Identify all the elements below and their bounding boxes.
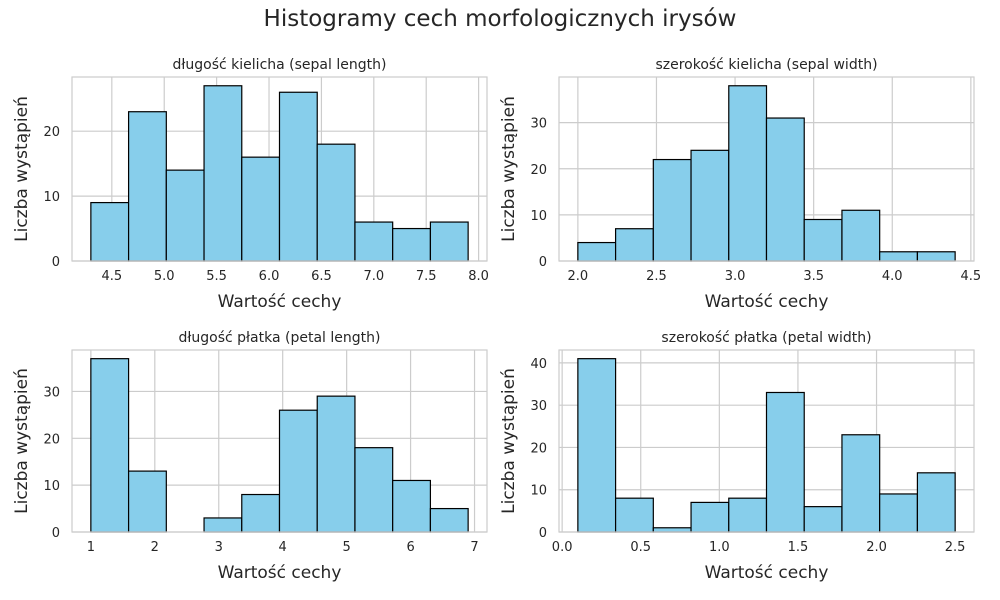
c3-histogram-bar-9	[916, 472, 956, 533]
c3-y-tick-label-2: 20	[530, 441, 547, 456]
c3-histogram-bar-3	[690, 501, 730, 533]
c1-y-tick-label-2: 20	[530, 163, 547, 178]
c3-x-tick-label-0: 0.0	[552, 540, 573, 555]
c1-x-tick-label-3: 3.5	[803, 269, 824, 284]
c3-plot-frame	[558, 349, 975, 533]
c0-x-tick-label-2: 5.5	[206, 269, 227, 284]
c2-x-tick-label-3: 4	[279, 540, 287, 555]
c0-x-tick-label-5: 7.0	[363, 269, 384, 284]
c1-y-tick-label-0: 0	[539, 255, 547, 270]
c3-x-tick-label-5: 2.5	[945, 540, 966, 555]
c0-histogram-bar-9	[429, 221, 469, 262]
c0-histogram-bar-6	[316, 143, 356, 262]
c0-x-axis-title: Wartość cechy	[218, 292, 342, 312]
c2-y-tick-label-1: 10	[43, 479, 60, 494]
c2-y-tick-label-3: 30	[43, 385, 60, 400]
c2-plot-frame	[71, 349, 488, 533]
c1-histogram-bar-3	[690, 149, 730, 262]
c1-plot-frame	[558, 76, 975, 262]
c3-histogram-bar-2	[652, 527, 692, 533]
c0-histogram-bar-5	[278, 91, 318, 262]
c2-x-axis-title: Wartość cechy	[218, 563, 342, 583]
c0-x-tick-label-1: 5.0	[154, 269, 175, 284]
c3-histogram-bar-4	[728, 497, 768, 533]
c3-histogram-bar-0	[577, 358, 617, 533]
c2-y-tick-label-0: 0	[52, 526, 60, 541]
c0-y-tick-label-2: 20	[43, 125, 60, 140]
c2-y-axis-title: Liczba wystąpień	[12, 368, 32, 514]
c3-x-tick-label-1: 0.5	[630, 540, 651, 555]
c1-x-axis-title: Wartość cechy	[705, 292, 829, 312]
c0-y-tick-label-0: 0	[52, 255, 60, 270]
c1-x-tick-label-1: 2.5	[646, 269, 667, 284]
c0-histogram-bar-7	[354, 221, 394, 262]
c1-x-tick-label-0: 2.0	[568, 269, 589, 284]
c3-y-tick-label-1: 10	[530, 484, 547, 499]
c0-panel-title: długość kielicha (sepal length)	[173, 57, 387, 73]
c2-panel-title: długość płatka (petal length)	[179, 330, 381, 346]
c3-x-tick-label-3: 1.5	[788, 540, 809, 555]
c0-plot-frame	[71, 76, 488, 262]
c3-panel-title: szerokość płatka (petal width)	[661, 330, 871, 346]
c2-y-tick-label-2: 20	[43, 432, 60, 447]
c1-x-tick-label-5: 4.5	[961, 269, 982, 284]
c2-histogram-bar-7	[354, 447, 394, 533]
c0-x-tick-label-7: 8.0	[468, 269, 489, 284]
c2-histogram-bar-8	[392, 479, 432, 533]
c1-panel-title: szerokość kielicha (sepal width)	[655, 57, 877, 73]
c3-histogram-bar-8	[879, 493, 919, 533]
c2-x-tick-label-4: 5	[343, 540, 351, 555]
c0-x-tick-label-4: 6.5	[311, 269, 332, 284]
c2-x-tick-label-2: 3	[215, 540, 223, 555]
c3-x-axis-title: Wartość cechy	[705, 563, 829, 583]
c1-x-tick-label-2: 3.0	[725, 269, 746, 284]
c0-x-tick-label-0: 4.5	[101, 269, 122, 284]
c2-histogram-bar-4	[241, 493, 281, 533]
c3-histogram-bar-6	[803, 506, 843, 533]
c0-y-axis-title: Liczba wystąpień	[12, 96, 32, 242]
c2-histogram-bar-6	[316, 395, 356, 533]
c1-y-tick-label-3: 30	[530, 117, 547, 132]
c2-x-tick-label-6: 7	[470, 540, 478, 555]
c3-histogram-bar-5	[765, 391, 805, 533]
c3-x-tick-label-4: 2.0	[866, 540, 887, 555]
c1-histogram-bar-7	[841, 209, 881, 262]
c1-y-axis-title: Liczba wystąpień	[499, 96, 519, 242]
c0-y-tick-label-1: 10	[43, 190, 60, 205]
c0-x-tick-label-6: 7.5	[416, 269, 437, 284]
c0-x-tick-label-3: 6.0	[259, 269, 280, 284]
c2-x-tick-label-5: 6	[406, 540, 414, 555]
c3-histogram-bar-1	[614, 497, 654, 533]
c3-histogram-bar-7	[841, 434, 881, 533]
c3-y-tick-label-0: 0	[539, 526, 547, 541]
c1-y-tick-label-1: 10	[530, 209, 547, 224]
c3-y-tick-label-3: 30	[530, 399, 547, 414]
c1-x-tick-label-4: 4.0	[882, 269, 903, 284]
figure-title: Histogramy cech morfologicznych irysów	[263, 6, 737, 32]
c2-x-tick-label-0: 1	[87, 540, 95, 555]
c3-y-axis-title: Liczba wystąpień	[499, 368, 519, 514]
c0-histogram-bar-2	[165, 169, 205, 262]
c3-y-tick-label-4: 40	[530, 357, 547, 372]
c3-x-tick-label-2: 1.0	[709, 540, 730, 555]
c2-x-tick-label-1: 2	[151, 540, 159, 555]
c2-histogram-bar-0	[90, 358, 130, 533]
